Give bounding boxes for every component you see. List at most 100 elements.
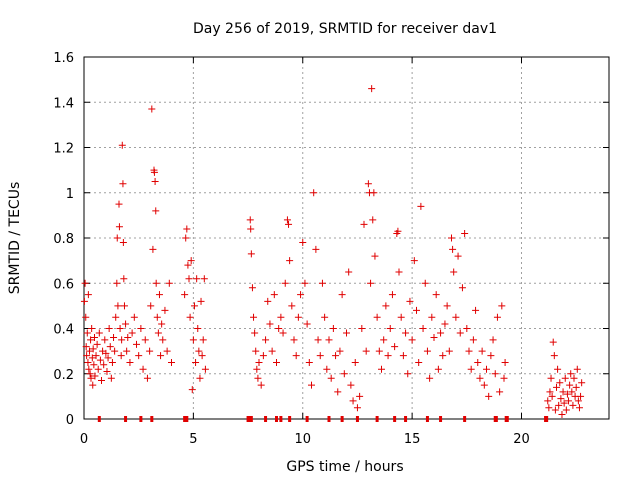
data-point [185, 275, 193, 283]
data-point [143, 374, 151, 382]
baseline-marker [305, 416, 309, 422]
data-point [434, 365, 442, 373]
y-tick-label: 0 [66, 413, 74, 428]
data-point [139, 365, 147, 373]
baseline-marker [425, 416, 429, 422]
data-point [408, 336, 416, 344]
data-point [297, 291, 305, 299]
data-point [277, 313, 285, 321]
data-point [371, 252, 379, 260]
data-point [500, 374, 508, 382]
data-point [83, 329, 91, 337]
data-point [557, 395, 565, 403]
baseline-marker [439, 416, 443, 422]
data-point [491, 370, 499, 378]
data-point [563, 390, 571, 398]
data-point [268, 347, 276, 355]
data-point [190, 302, 198, 310]
data-point [124, 334, 132, 342]
data-point [189, 336, 197, 344]
data-point [546, 388, 554, 396]
data-point [252, 347, 260, 355]
data-point [356, 392, 364, 400]
data-point [288, 302, 296, 310]
data-point [305, 358, 313, 366]
grid [84, 57, 609, 419]
baseline-marker [275, 416, 278, 422]
data-point [368, 85, 376, 93]
baseline-marker [264, 416, 268, 422]
chart-title: Day 256 of 2019, SRMTID for receiver dav… [193, 21, 497, 37]
data-point [154, 329, 162, 337]
data-point [364, 180, 372, 188]
data-point [469, 336, 477, 344]
data-point [449, 245, 457, 253]
data-point [199, 336, 207, 344]
x-tick-label: 5 [189, 432, 197, 447]
data-point [421, 279, 429, 287]
data-point [432, 291, 440, 299]
data-point [351, 358, 359, 366]
data-point [150, 168, 158, 176]
data-point [102, 349, 110, 357]
data-point [496, 388, 504, 396]
data-point [93, 340, 101, 348]
y-tick-label: 1.4 [53, 96, 74, 111]
data-point [329, 325, 337, 332]
baseline-marker [494, 416, 498, 422]
data-point [561, 374, 569, 382]
data-point [489, 336, 497, 344]
data-point [299, 239, 307, 247]
data-point [266, 320, 274, 328]
data-point [426, 374, 434, 382]
data-point [90, 361, 98, 369]
data-point [80, 297, 88, 305]
y-tick-label: 1 [66, 187, 74, 202]
data-point [247, 250, 255, 258]
data-point [181, 291, 189, 299]
data-point [86, 370, 94, 378]
data-point [562, 406, 570, 414]
data-point [157, 352, 165, 360]
baseline-marker [185, 416, 189, 422]
data-point [118, 141, 126, 149]
baseline-marker [97, 416, 101, 422]
data-point [275, 325, 283, 332]
data-point [410, 257, 418, 265]
data-point [89, 345, 97, 353]
data-point [448, 234, 455, 242]
data-point [399, 352, 407, 360]
data-point [119, 239, 127, 247]
data-point [285, 220, 293, 228]
data-point [126, 358, 134, 366]
data-point [270, 291, 278, 299]
data-point [106, 343, 114, 351]
data-point [290, 336, 298, 344]
data-point [101, 336, 109, 344]
data-point [146, 347, 154, 355]
data-point [95, 329, 103, 337]
data-point [81, 279, 89, 287]
data-point [353, 404, 361, 412]
data-point [286, 257, 294, 265]
data-point [375, 347, 383, 355]
data-point [115, 223, 123, 231]
x-tick-label: 0 [80, 432, 88, 447]
data-point [119, 180, 127, 188]
data-point [123, 347, 131, 355]
data-point [558, 410, 566, 418]
baseline-marker [279, 416, 283, 422]
data-point [292, 352, 300, 360]
data-point [192, 358, 200, 366]
data-point [308, 381, 315, 389]
data-point [430, 334, 438, 342]
data-point [100, 361, 108, 369]
data-point [575, 404, 583, 412]
data-point [279, 329, 287, 337]
data-point [312, 245, 320, 253]
baseline-marker [375, 416, 379, 422]
data-point [262, 336, 270, 344]
baseline-marker [463, 416, 467, 422]
data-point [472, 306, 480, 314]
data-point [574, 397, 582, 405]
